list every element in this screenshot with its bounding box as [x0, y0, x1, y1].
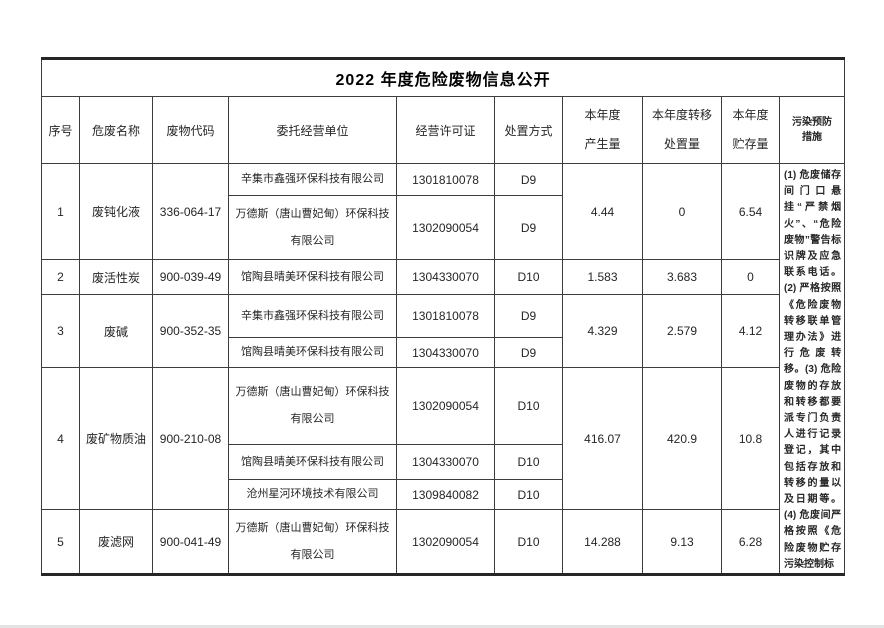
cell-license: 1304330070 [396, 444, 495, 481]
cell-stored: 0 [721, 259, 780, 295]
cell-company: 万德斯（唐山曹妃甸）环保科技有限公司 [228, 509, 397, 576]
cell-disposal: D10 [494, 367, 563, 446]
cell-license: 1302090054 [396, 195, 495, 260]
cell-license: 1302090054 [396, 509, 495, 576]
cell-license: 1302090054 [396, 367, 495, 446]
cell-produced: 4.329 [562, 293, 643, 369]
header-waste-name: 危废名称 [79, 96, 153, 164]
cell-waste-code: 900-210-08 [152, 367, 229, 511]
cell-company: 万德斯（唐山曹妃甸）环保科技有限公司 [228, 195, 397, 260]
header-produced-line2: 产生量 [584, 137, 621, 151]
header-waste-code: 废物代码 [152, 96, 229, 164]
cell-disposal: D9 [494, 337, 563, 369]
header-measures-line1: 污染预防 [792, 117, 833, 128]
cell-transferred: 3.683 [642, 259, 722, 295]
cell-waste-name: 废钝化液 [79, 163, 153, 260]
cell-transferred: 9.13 [642, 509, 722, 576]
cell-company: 馆陶县晴美环保科技有限公司 [228, 337, 397, 369]
cell-company: 馆陶县晴美环保科技有限公司 [228, 444, 397, 481]
cell-license: 1301810078 [396, 293, 495, 339]
cell-disposal: D10 [494, 479, 563, 511]
header-storage-line2: 贮存量 [732, 137, 769, 151]
cell-produced: 416.07 [562, 367, 643, 511]
cell-waste-name: 废矿物质油 [79, 367, 153, 511]
header-transfer: 本年度转移 处置量 [642, 96, 722, 164]
header-transfer-line2: 处置量 [663, 137, 700, 151]
cell-transferred: 420.9 [642, 367, 722, 511]
header-measures: 污染预防 措施 [778, 96, 846, 164]
header-index: 序号 [41, 96, 80, 164]
cell-waste-code: 336-064-17 [152, 163, 229, 260]
cell-stored: 6.28 [721, 509, 780, 576]
cell-index: 5 [41, 509, 80, 576]
header-produced: 本年度 产生量 [562, 96, 643, 164]
cell-produced: 1.583 [562, 259, 643, 295]
cell-index: 2 [41, 259, 80, 295]
cell-stored: 6.54 [721, 163, 780, 260]
cell-disposal: D10 [494, 444, 563, 481]
cell-waste-code: 900-352-35 [152, 293, 229, 369]
cell-produced: 4.44 [562, 163, 643, 260]
cell-company: 辛集市鑫强环保科技有限公司 [228, 163, 397, 196]
header-measures-line2: 措施 [802, 132, 823, 143]
table-title: 2022 年度危险废物信息公开 [40, 58, 846, 97]
cell-license: 1309840082 [396, 479, 495, 511]
cell-transferred: 2.579 [642, 293, 722, 369]
cell-transferred: 0 [642, 163, 722, 260]
cell-company: 万德斯（唐山曹妃甸）环保科技有限公司 [228, 367, 397, 446]
cell-company: 沧州星河环境技术有限公司 [228, 479, 397, 511]
header-storage-line1: 本年度 [732, 108, 769, 122]
cell-stored: 10.8 [721, 367, 780, 511]
cell-index: 4 [41, 367, 80, 511]
header-company: 委托经营单位 [228, 96, 397, 164]
header-license: 经营许可证 [396, 96, 495, 164]
header-disposal: 处置方式 [494, 96, 563, 164]
cell-license: 1301810078 [396, 163, 495, 196]
cell-disposal: D10 [494, 509, 563, 576]
cell-waste-code: 900-039-49 [152, 259, 229, 295]
cell-index: 1 [41, 163, 80, 260]
cell-disposal: D9 [494, 195, 563, 260]
cell-license: 1304330070 [396, 337, 495, 369]
hazardous-waste-table: 2022 年度危险废物信息公开 序号 危废名称 废物代码 委托经营单位 经营许可… [40, 57, 846, 577]
cell-company: 馆陶县晴美环保科技有限公司 [228, 259, 397, 295]
cell-disposal: D10 [494, 259, 563, 295]
cell-company: 辛集市鑫强环保科技有限公司 [228, 293, 397, 339]
cell-waste-code: 900-041-49 [152, 509, 229, 576]
cell-waste-name: 废碱 [79, 293, 153, 369]
header-storage: 本年度 贮存量 [721, 96, 780, 164]
page-bottom-edge [0, 625, 884, 628]
cell-waste-name: 废活性炭 [79, 259, 153, 295]
header-transfer-line1: 本年度转移 [651, 108, 712, 122]
cell-index: 3 [41, 293, 80, 369]
cell-waste-name: 废滤网 [79, 509, 153, 576]
cell-produced: 14.288 [562, 509, 643, 576]
cell-prevention-measures: (1) 危废储存间门口悬挂“严禁烟火”、“危险废物”警告标识牌及应急联系电话。(… [778, 162, 846, 576]
header-produced-line1: 本年度 [584, 108, 621, 122]
cell-license: 1304330070 [396, 259, 495, 295]
cell-disposal: D9 [494, 293, 563, 339]
cell-stored: 4.12 [721, 293, 780, 369]
cell-disposal: D9 [494, 163, 563, 196]
